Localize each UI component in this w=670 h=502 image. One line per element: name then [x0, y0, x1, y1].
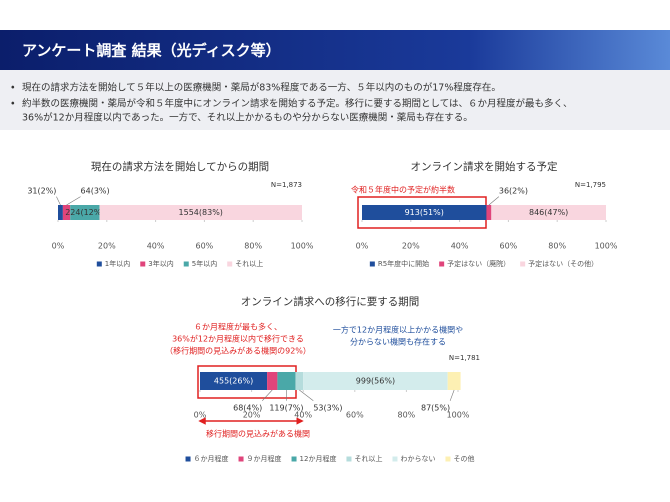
x-tick-label: 40% [451, 242, 469, 251]
bullet: 現在の請求方法を開始して５年以上の医療機関・薬局が83%程度である一方、５年以内… [22, 82, 501, 94]
legend-label: ６か月程度 [194, 454, 229, 463]
bar-segment [295, 372, 304, 390]
legend-swatch [520, 261, 526, 267]
legend-swatch [291, 456, 297, 462]
data-label: 224(12%) [65, 208, 104, 217]
legend-label: その他 [453, 454, 474, 463]
legend-swatch [183, 261, 189, 267]
x-tick-label: 100% [595, 242, 618, 251]
bar-segment [486, 205, 492, 220]
legend-label: わからない [400, 455, 435, 463]
x-tick-label: 20% [243, 411, 261, 420]
x-tick-label: 0% [194, 411, 207, 420]
annotation: 移行期間の見込みがある機関 [206, 429, 310, 439]
data-label: 87(5%) [421, 404, 450, 413]
annotation: （移行期間の見込みがある機関の92%） [165, 346, 311, 356]
legend-swatch [439, 261, 445, 267]
bar-segment [267, 372, 278, 390]
leader-line [262, 389, 273, 402]
legend-swatch [369, 261, 375, 267]
x-tick-label: 0% [356, 242, 369, 251]
bar-segment [303, 372, 448, 390]
annotation: N=1,795 [575, 181, 606, 189]
header-band [0, 30, 670, 70]
data-label: 1554(83%) [179, 208, 223, 217]
annotation: ６か月程度が最も多く、 [194, 322, 282, 332]
legend-label: 3年以内 [148, 259, 173, 268]
x-tick-label: 40% [294, 411, 312, 420]
data-label: 64(3%) [81, 187, 110, 196]
bar-segment [58, 205, 63, 220]
legend-label: それ以上 [354, 454, 382, 463]
data-label: 31(2%) [27, 187, 56, 196]
annotation: 令和５年度中の予定が約半数 [351, 185, 455, 195]
leader-line [488, 196, 500, 206]
legend-swatch [185, 456, 191, 462]
bullet: 36%が12か月程度以内であった。一方で、それ以上かかるものや分からない医療機関… [22, 112, 473, 124]
legend-swatch [392, 456, 398, 462]
data-label: 68(4%) [233, 404, 262, 413]
x-tick-label: 100% [291, 242, 314, 251]
leader-line [66, 196, 81, 206]
legend-label: R5年度中に開始 [378, 259, 429, 268]
legend-label: 1年以内 [105, 259, 130, 268]
annotation: 36%が12か月程度以内で移行できる [172, 334, 304, 344]
legend-swatch [96, 261, 102, 267]
legend-label: 5年以内 [192, 259, 217, 268]
bullet-panel [0, 70, 670, 130]
data-label: 913(51%) [405, 208, 444, 217]
bar-segment [200, 372, 268, 390]
x-tick-label: 80% [398, 411, 416, 420]
bar-segment [70, 205, 100, 220]
chart-title: オンライン請求への移行に要する期間 [241, 295, 420, 308]
chart-title: オンライン請求を開始する予定 [411, 160, 558, 173]
data-label: 36(2%) [499, 187, 528, 196]
legend-label: ９か月程度 [247, 454, 282, 463]
x-tick-label: 80% [548, 242, 566, 251]
x-tick-label: 60% [346, 411, 364, 420]
bar-segment [99, 205, 302, 220]
annotation: N=1,781 [449, 354, 480, 362]
annotation: 分からない機関も存在する [350, 337, 446, 347]
header-title: アンケート調査 結果（光ディスク等） [22, 42, 281, 60]
legend-swatch [227, 261, 233, 267]
bar-segment [447, 372, 461, 390]
x-tick-label: 60% [196, 242, 214, 251]
bar-segment [277, 372, 296, 390]
x-tick-label: 60% [500, 242, 518, 251]
bar-segment [491, 205, 606, 220]
legend-label: 予定はない（廃院） [447, 259, 510, 268]
legend-label: 12か月程度 [300, 454, 337, 463]
leader-line [449, 389, 455, 401]
x-tick-label: 20% [402, 242, 420, 251]
x-tick-label: 80% [244, 242, 262, 251]
x-tick-label: 20% [98, 242, 116, 251]
bar-segment [362, 205, 487, 220]
legend-swatch [238, 456, 244, 462]
bullet: 約半数の医療機関・薬局が令和５年度中にオンライン請求を開始する予定。移行に要する… [22, 98, 573, 110]
legend-swatch [445, 456, 451, 462]
data-label: 455(26%) [214, 377, 253, 386]
annotation: 一方で12か月程度以上かかる機関や [333, 325, 463, 335]
leader-line [56, 196, 61, 206]
data-label: 119(7%) [269, 404, 303, 413]
legend-swatch [140, 261, 146, 267]
x-tick-label: 40% [147, 242, 165, 251]
data-label: 53(3%) [313, 404, 342, 413]
bullet-dot: • [10, 83, 16, 94]
legend-swatch [346, 456, 352, 462]
legend-label: 予定はない（その他） [528, 259, 598, 268]
legend-label: それ以上 [235, 259, 263, 268]
leader-line [299, 389, 314, 402]
data-label: 846(47%) [529, 208, 568, 217]
bar-segment [62, 205, 71, 220]
x-tick-label: 100% [447, 411, 470, 420]
annotation: N=1,873 [271, 181, 302, 189]
x-tick-label: 0% [52, 242, 65, 251]
chart-title: 現在の請求方法を開始してからの期間 [91, 160, 269, 173]
bullet-dot: • [10, 99, 16, 110]
data-label: 999(56%) [356, 377, 395, 386]
